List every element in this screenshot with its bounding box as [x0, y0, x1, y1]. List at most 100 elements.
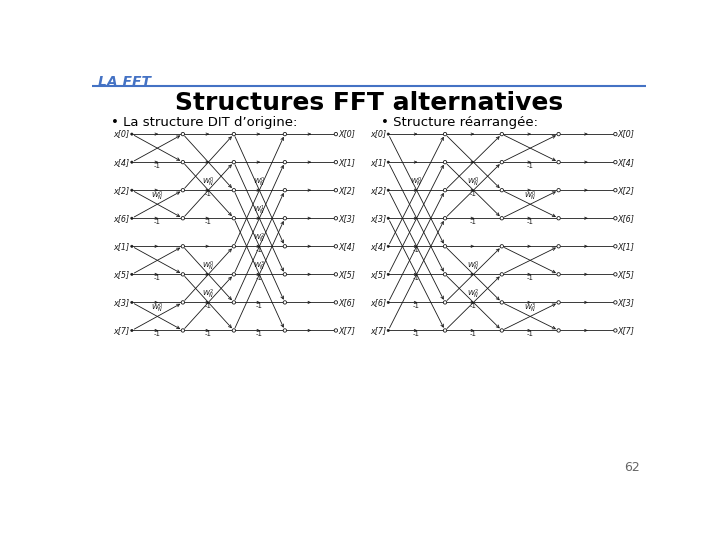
Circle shape [181, 160, 184, 164]
Text: x[5]: x[5] [114, 270, 130, 279]
Text: -1: -1 [205, 191, 212, 197]
Circle shape [232, 329, 235, 332]
Text: -1: -1 [413, 275, 420, 281]
Circle shape [557, 301, 560, 304]
Circle shape [334, 245, 338, 248]
Circle shape [283, 160, 287, 164]
Text: $W_N^3$: $W_N^3$ [524, 301, 536, 315]
Circle shape [283, 301, 287, 304]
Text: -1: -1 [413, 303, 420, 309]
Text: x[7]: x[7] [114, 326, 130, 335]
Circle shape [613, 273, 617, 276]
Circle shape [131, 189, 133, 191]
Text: $W_N^0$: $W_N^0$ [202, 260, 215, 273]
Circle shape [557, 160, 560, 164]
Circle shape [232, 132, 235, 136]
Circle shape [181, 245, 184, 248]
Circle shape [387, 301, 390, 303]
Circle shape [283, 245, 287, 248]
Circle shape [500, 273, 503, 276]
Circle shape [334, 160, 338, 164]
Circle shape [232, 217, 235, 220]
Circle shape [387, 273, 390, 275]
Circle shape [613, 245, 617, 248]
Text: $W_N^0$: $W_N^0$ [467, 260, 480, 273]
Text: -1: -1 [527, 275, 534, 281]
Circle shape [334, 132, 338, 136]
Text: X[1]: X[1] [338, 158, 355, 167]
Circle shape [387, 189, 390, 191]
Circle shape [131, 273, 133, 275]
Text: $W_N^0$: $W_N^0$ [253, 176, 266, 188]
Text: -1: -1 [205, 219, 212, 225]
Circle shape [232, 301, 235, 304]
Circle shape [131, 133, 133, 135]
Text: -1: -1 [470, 219, 477, 225]
Text: -1: -1 [527, 331, 534, 337]
Circle shape [444, 273, 446, 276]
Circle shape [444, 160, 446, 164]
Text: -1: -1 [527, 163, 534, 169]
Circle shape [557, 132, 560, 136]
Circle shape [557, 217, 560, 220]
Circle shape [181, 301, 184, 304]
Circle shape [283, 329, 287, 332]
Text: X[2]: X[2] [618, 186, 634, 195]
Circle shape [500, 132, 503, 136]
Circle shape [500, 217, 503, 220]
Circle shape [444, 188, 446, 192]
Circle shape [131, 301, 133, 303]
Text: x[1]: x[1] [114, 242, 130, 251]
Text: X[0]: X[0] [618, 130, 634, 139]
Circle shape [557, 188, 560, 192]
Circle shape [232, 245, 235, 248]
Text: $W_N^2$: $W_N^2$ [253, 232, 266, 245]
Circle shape [131, 245, 133, 247]
Circle shape [444, 329, 446, 332]
Circle shape [500, 245, 503, 248]
Circle shape [557, 273, 560, 276]
Text: -1: -1 [256, 331, 263, 337]
Circle shape [181, 217, 184, 220]
Text: $W_N^1$: $W_N^1$ [253, 204, 266, 217]
Circle shape [181, 188, 184, 192]
Circle shape [283, 188, 287, 192]
Circle shape [131, 329, 133, 332]
Circle shape [131, 161, 133, 163]
Text: x[5]: x[5] [370, 270, 386, 279]
Circle shape [613, 188, 617, 192]
Text: • Structure réarrangée:: • Structure réarrangée: [381, 116, 538, 129]
Circle shape [613, 132, 617, 136]
Text: $W_N^0$: $W_N^0$ [151, 301, 163, 315]
Circle shape [131, 217, 133, 219]
Text: -1: -1 [470, 191, 477, 197]
Circle shape [557, 329, 560, 332]
Text: x[2]: x[2] [370, 186, 386, 195]
Text: x[0]: x[0] [114, 130, 130, 139]
Text: $W_N^2$: $W_N^2$ [467, 288, 480, 301]
Circle shape [387, 245, 390, 247]
Circle shape [181, 273, 184, 276]
Circle shape [613, 160, 617, 164]
Text: -1: -1 [205, 303, 212, 309]
Circle shape [444, 245, 446, 248]
Text: X[4]: X[4] [618, 158, 634, 167]
Circle shape [500, 329, 503, 332]
Circle shape [444, 301, 446, 304]
Text: -1: -1 [470, 303, 477, 309]
Circle shape [500, 188, 503, 192]
Text: X[4]: X[4] [338, 242, 355, 251]
Circle shape [181, 329, 184, 332]
Text: -1: -1 [154, 275, 161, 281]
Circle shape [334, 301, 338, 304]
Text: $W_N^0$: $W_N^0$ [202, 176, 215, 188]
Text: X[5]: X[5] [338, 270, 355, 279]
Text: -1: -1 [256, 247, 263, 253]
Text: LA FFT: LA FFT [98, 75, 151, 89]
Text: • La structure DIT d’origine:: • La structure DIT d’origine: [111, 116, 297, 129]
Circle shape [283, 273, 287, 276]
Text: $W_N^0$: $W_N^0$ [524, 190, 536, 202]
Text: x[4]: x[4] [114, 158, 130, 167]
Text: X[5]: X[5] [618, 270, 634, 279]
Circle shape [387, 329, 390, 332]
